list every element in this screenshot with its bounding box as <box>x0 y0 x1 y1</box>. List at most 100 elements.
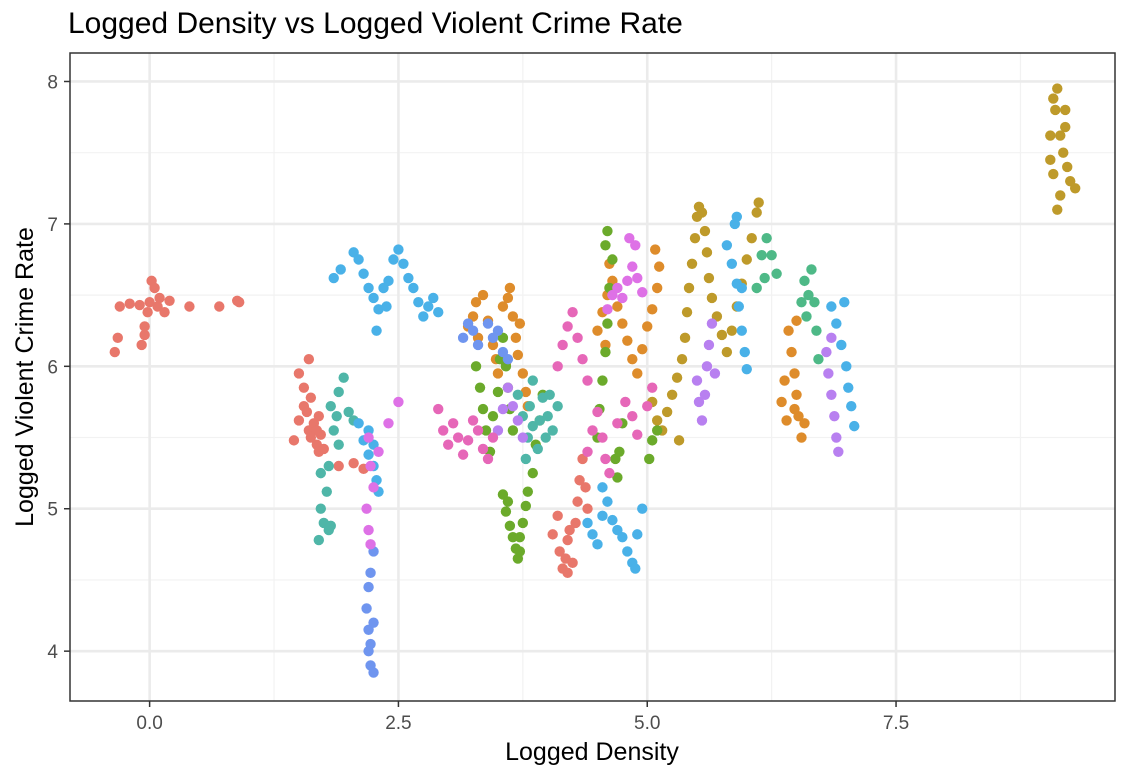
y-tick-label: 5 <box>47 500 58 521</box>
data-point <box>783 325 794 336</box>
data-point <box>642 321 653 332</box>
data-point <box>699 225 711 237</box>
data-point <box>502 496 514 507</box>
data-point <box>534 415 545 426</box>
data-point <box>361 503 372 514</box>
data-point <box>492 325 504 336</box>
data-point <box>564 524 575 536</box>
data-point <box>383 418 394 429</box>
data-point <box>552 510 563 522</box>
data-point <box>338 372 349 383</box>
data-point <box>504 282 516 294</box>
x-tick-label: 0.0 <box>136 713 162 734</box>
data-point <box>736 282 747 294</box>
data-point <box>293 415 305 426</box>
data-point <box>597 510 608 522</box>
data-point <box>524 400 535 412</box>
data-point <box>811 325 822 336</box>
data-point <box>836 339 847 351</box>
data-point <box>517 432 529 443</box>
data-point <box>572 332 583 344</box>
data-point <box>502 292 514 304</box>
data-point <box>604 467 615 479</box>
data-point <box>303 353 315 365</box>
data-point <box>502 353 514 365</box>
data-point <box>622 546 633 557</box>
data-point <box>600 240 611 251</box>
data-point <box>554 546 565 557</box>
data-point <box>632 429 643 440</box>
data-point <box>562 534 573 546</box>
data-point <box>637 503 648 514</box>
major-gridlines <box>70 53 1115 701</box>
data-point <box>112 332 123 344</box>
data-point <box>233 297 245 308</box>
data-point <box>683 282 695 294</box>
data-point <box>666 389 678 401</box>
data-point <box>487 339 499 351</box>
data-point <box>510 332 522 344</box>
data-point <box>716 329 728 341</box>
data-point <box>418 311 429 322</box>
data-point <box>438 425 449 436</box>
data-point <box>751 207 762 218</box>
data-point <box>831 318 842 329</box>
data-point <box>821 346 832 358</box>
data-point <box>520 386 532 398</box>
data-point <box>597 482 608 493</box>
data-point <box>325 520 336 532</box>
data-point <box>789 403 800 415</box>
data-point <box>1055 190 1066 201</box>
x-tick-label: 7.5 <box>883 713 909 734</box>
data-point <box>353 418 364 429</box>
data-point <box>514 532 526 543</box>
data-point <box>368 617 379 628</box>
data-point <box>497 403 509 415</box>
minor-gridlines <box>70 53 1115 701</box>
data-point <box>726 258 738 269</box>
data-point <box>368 482 379 493</box>
data-point <box>487 410 499 422</box>
data-point <box>617 292 628 304</box>
data-point <box>1045 130 1056 141</box>
data-point <box>462 435 474 446</box>
data-point <box>517 368 529 379</box>
data-point <box>689 232 701 244</box>
data-point <box>673 435 685 446</box>
data-point <box>627 410 638 422</box>
data-point <box>602 304 613 315</box>
data-point <box>348 457 359 469</box>
data-point <box>701 361 713 372</box>
data-point <box>328 272 339 284</box>
data-point <box>371 325 382 336</box>
data-point <box>507 400 519 412</box>
data-point <box>651 415 663 426</box>
data-point <box>393 396 404 408</box>
data-point <box>442 439 454 450</box>
data-point <box>154 292 165 304</box>
data-point <box>305 432 317 443</box>
data-point <box>706 318 718 329</box>
data-point <box>383 275 394 287</box>
data-point <box>779 375 790 386</box>
data-point <box>791 315 802 326</box>
data-point <box>709 368 721 379</box>
data-point <box>335 264 346 275</box>
data-point <box>637 287 648 298</box>
data-point <box>512 415 524 426</box>
data-point <box>333 460 344 472</box>
data-point <box>612 472 623 483</box>
data-point <box>592 539 603 550</box>
data-point <box>761 232 772 244</box>
data-point <box>771 268 782 279</box>
data-point <box>1048 93 1059 104</box>
data-point <box>600 339 611 351</box>
data-point <box>753 197 764 208</box>
data-point <box>109 346 120 358</box>
data-point <box>791 389 802 401</box>
data-point <box>482 318 494 329</box>
data-point <box>315 467 326 479</box>
data-point <box>373 446 384 457</box>
data-point <box>826 332 837 344</box>
